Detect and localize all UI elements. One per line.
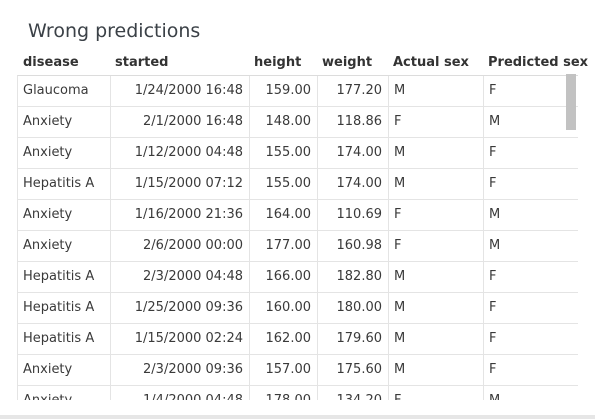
cell-weight: 177.20 <box>318 76 389 106</box>
cell-disease: Hepatitis A <box>18 293 111 323</box>
cell-weight: 174.00 <box>318 169 389 199</box>
cell-actual-sex: M <box>389 355 484 385</box>
cell-predicted-sex: F <box>489 176 497 191</box>
cell-actual-sex: M <box>389 138 484 168</box>
cell-weight: 118.86 <box>318 107 389 137</box>
cell-weight: 160.98 <box>318 231 389 261</box>
cell-weight: 180.00 <box>318 293 389 323</box>
column-header-predicted-sex[interactable]: Predicted sex <box>488 55 589 70</box>
cell-predicted-sex: F <box>489 83 497 98</box>
cell-predicted-sex: F <box>489 362 497 377</box>
cell-started: 1/24/2000 16:48 <box>111 76 250 106</box>
column-header-disease[interactable]: disease <box>23 55 79 70</box>
cell-actual-sex: M <box>389 169 484 199</box>
panel-title: Wrong predictions <box>28 20 201 42</box>
cell-height: 166.00 <box>250 262 318 292</box>
cell-started: 2/6/2000 00:00 <box>111 231 250 261</box>
cell-weight: 179.60 <box>318 324 389 354</box>
cell-weight: 175.60 <box>318 355 389 385</box>
cell-predicted-sex: F <box>489 331 497 346</box>
table-header: disease started height weight Actual sex… <box>17 54 588 74</box>
cell-started: 1/12/2000 04:48 <box>111 138 250 168</box>
cell-started: 1/25/2000 09:36 <box>111 293 250 323</box>
cell-height: 178.00 <box>250 386 318 400</box>
cell-predicted-sex: M <box>484 386 578 400</box>
cell-disease: Anxiety <box>18 138 111 168</box>
cell-actual-sex: F <box>389 231 484 261</box>
cell-weight: 174.00 <box>318 138 389 168</box>
cell-predicted-sex: M <box>489 114 501 129</box>
cell-disease: Anxiety <box>18 231 111 261</box>
cell-height: 159.00 <box>250 76 318 106</box>
cell-height: 148.00 <box>250 107 318 137</box>
panel-bottom-border <box>0 415 595 419</box>
cell-actual-sex: M <box>389 76 484 106</box>
cell-started: 1/15/2000 02:24 <box>111 324 250 354</box>
cell-started: 2/3/2000 09:36 <box>111 355 250 385</box>
cell-height: 155.00 <box>250 169 318 199</box>
cell-disease: Anxiety <box>18 107 111 137</box>
table-row[interactable]: Hepatitis A 1/25/2000 09:36 160.00 180.00 M F <box>18 293 578 324</box>
cell-disease: Anxiety <box>18 386 111 400</box>
cell-started: 2/1/2000 16:48 <box>111 107 250 137</box>
table-row[interactable]: Hepatitis A 2/3/2000 04:48 166.00 182.80 M F <box>18 262 578 293</box>
cell-started: 1/4/2000 04:48 <box>111 386 250 400</box>
cell-height: 155.00 <box>250 138 318 168</box>
cell-height: 164.00 <box>250 200 318 230</box>
cell-height: 157.00 <box>250 355 318 385</box>
cell-actual-sex: F <box>389 386 484 400</box>
cell-actual-sex: M <box>389 262 484 292</box>
cell-weight: 110.69 <box>318 200 389 230</box>
cell-started: 1/15/2000 07:12 <box>111 169 250 199</box>
cell-started: 2/3/2000 04:48 <box>111 262 250 292</box>
table-row[interactable]: Anxiety 1/16/2000 21:36 164.00 110.69 F M <box>18 200 578 231</box>
cell-predicted-sex: M <box>489 238 501 253</box>
table-row[interactable]: Anxiety 2/6/2000 00:00 177.00 160.98 F M <box>18 231 578 262</box>
column-header-weight[interactable]: weight <box>322 55 373 70</box>
cell-disease: Anxiety <box>18 355 111 385</box>
table-row[interactable]: Anxiety 2/3/2000 09:36 157.00 175.60 M F <box>18 355 578 386</box>
cell-actual-sex: F <box>389 200 484 230</box>
cell-disease: Anxiety <box>18 200 111 230</box>
column-header-height[interactable]: height <box>254 55 302 70</box>
cell-actual-sex: M <box>389 293 484 323</box>
cell-started: 1/16/2000 21:36 <box>111 200 250 230</box>
cell-actual-sex: M <box>389 324 484 354</box>
table-row[interactable]: Anxiety 1/12/2000 04:48 155.00 174.00 M F <box>18 138 578 169</box>
table-row[interactable]: Anxiety 2/1/2000 16:48 148.00 118.86 F M <box>18 107 578 138</box>
cell-predicted-sex: M <box>489 207 501 222</box>
cell-height: 177.00 <box>250 231 318 261</box>
table-row[interactable]: Hepatitis A 1/15/2000 02:24 162.00 179.60 M F <box>18 324 578 355</box>
cell-disease: Hepatitis A <box>18 262 111 292</box>
cell-height: 160.00 <box>250 293 318 323</box>
column-header-started[interactable]: started <box>115 55 169 70</box>
cell-disease: Glaucoma <box>18 76 111 106</box>
cell-predicted-sex: F <box>489 300 497 315</box>
cell-predicted-sex: F <box>489 269 497 284</box>
cell-disease: Hepatitis A <box>18 169 111 199</box>
cell-weight: 182.80 <box>318 262 389 292</box>
table-row[interactable]: Glaucoma 1/24/2000 16:48 159.00 177.20 M F <box>18 76 578 107</box>
predictions-table-body[interactable]: Glaucoma 1/24/2000 16:48 159.00 177.20 M F Anx… <box>17 75 578 400</box>
cell-actual-sex: F <box>389 107 484 137</box>
cell-weight: 134.20 <box>318 386 389 400</box>
table-row[interactable]: Hepatitis A 1/15/2000 07:12 155.00 174.00 M F <box>18 169 578 200</box>
cell-height: 162.00 <box>250 324 318 354</box>
cell-disease: Hepatitis A <box>18 324 111 354</box>
cell-predicted-sex: F <box>489 145 497 160</box>
vertical-scrollbar-thumb[interactable] <box>566 74 576 130</box>
column-header-actual-sex[interactable]: Actual sex <box>393 55 469 70</box>
